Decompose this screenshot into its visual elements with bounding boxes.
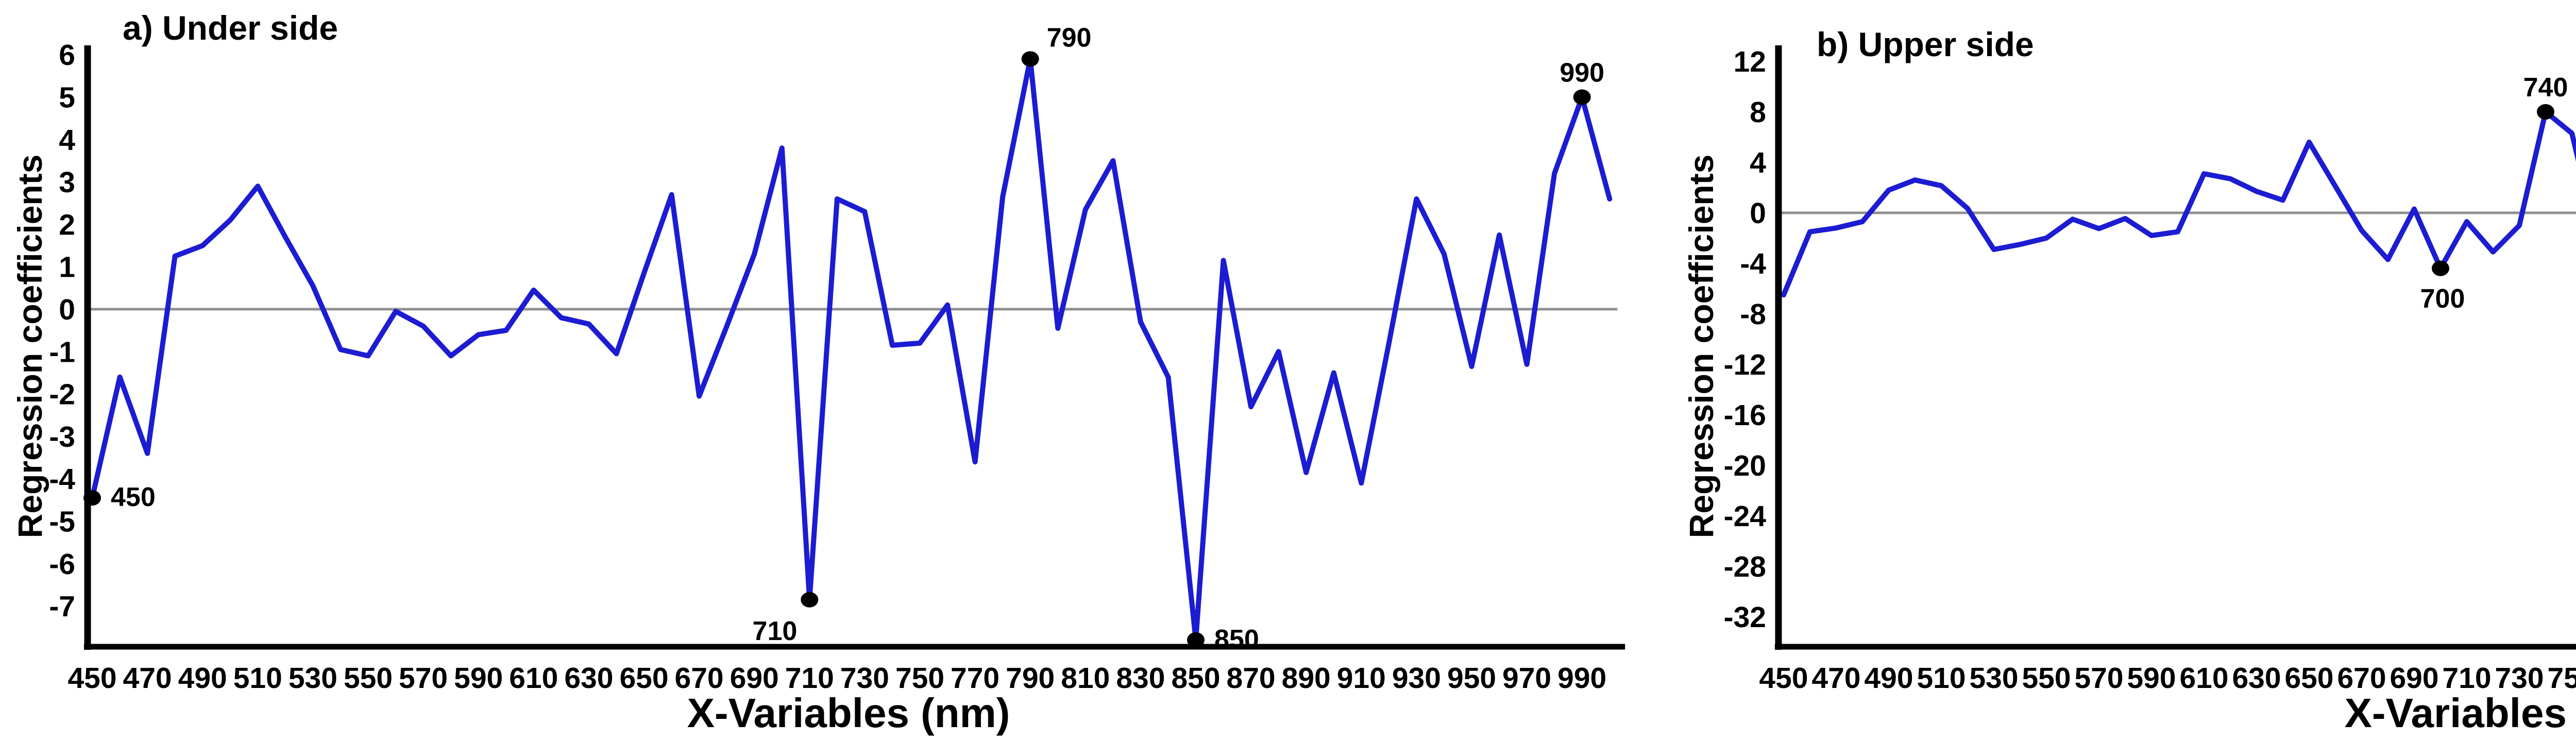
x-tick-label: 750: [895, 662, 944, 695]
x-tick-label: 510: [1917, 662, 1965, 695]
x-axis-label: X-Variables (nm): [687, 690, 1010, 736]
point-label: 850: [1214, 625, 1259, 654]
x-tick-label: 730: [2495, 662, 2544, 695]
y-tick-label: 2: [59, 208, 75, 241]
y-tick-label: -32: [1724, 601, 1766, 634]
x-tick-label: 550: [2022, 662, 2071, 695]
x-tick-label: 630: [2232, 662, 2281, 695]
x-tick-label: 590: [2127, 662, 2176, 695]
x-tick-label: 550: [344, 662, 393, 695]
x-tick-label: 490: [178, 662, 227, 695]
point-marker: [1021, 51, 1039, 67]
y-tick-label: -28: [1724, 550, 1766, 583]
x-tick-label: 870: [1227, 662, 1276, 695]
x-tick-label: 990: [1557, 662, 1606, 695]
x-tick-label: 890: [1282, 662, 1331, 695]
x-tick-label: 850: [1171, 662, 1220, 695]
y-tick-label: -7: [49, 590, 75, 623]
x-tick-label: 710: [785, 662, 834, 695]
data-line: [90, 56, 1613, 643]
x-tick-label: 950: [1447, 662, 1496, 695]
x-tick-label: 650: [2284, 662, 2333, 695]
x-tick-label: 670: [2337, 662, 2386, 695]
x-tick-label: 970: [1502, 662, 1551, 695]
x-tick-label: 810: [1061, 662, 1110, 695]
x-tick-label: 690: [730, 662, 779, 695]
x-tick-label: 750: [2547, 662, 2576, 695]
chart-upper-side: b) Upper side Regression coefficients 12…: [1635, 0, 2576, 740]
y-tick-label: -20: [1724, 449, 1766, 482]
point-marker: [1187, 632, 1205, 648]
x-tick-label: 830: [1116, 662, 1165, 695]
y-tick-label: 4: [1750, 146, 1766, 179]
y-tick-label: -5: [49, 506, 75, 539]
x-tick-label: 670: [675, 662, 724, 695]
x-tick-label: 450: [67, 662, 116, 695]
y-tick-label: -24: [1724, 500, 1767, 533]
x-tick-label: 470: [123, 662, 172, 695]
x-tick-label: 530: [289, 662, 337, 695]
x-tick-label: 710: [2442, 662, 2491, 695]
x-tick-label: 770: [951, 662, 999, 695]
y-tick-label: 3: [59, 166, 75, 199]
y-tick-label: -3: [49, 421, 75, 453]
y-tick-label: -6: [49, 548, 75, 581]
x-tick-label: 570: [399, 662, 448, 695]
x-tick-label: 650: [619, 662, 668, 695]
y-tick-label: 5: [59, 81, 75, 114]
chart-title: a) Under side: [123, 9, 338, 47]
x-tick-label: 930: [1392, 662, 1441, 695]
x-tick-label: 490: [1864, 662, 1913, 695]
x-tick-label: 790: [1006, 662, 1055, 695]
x-tick-label: 470: [1811, 662, 1860, 695]
x-tick-label: 610: [2179, 662, 2228, 695]
x-tick-label: 590: [454, 662, 503, 695]
y-tick-label: -2: [49, 378, 75, 411]
point-label: 700: [2420, 284, 2465, 314]
y-tick-label: 0: [1750, 197, 1766, 230]
point-marker: [2537, 104, 2554, 120]
point-marker: [2432, 260, 2449, 276]
point-label: 790: [1047, 23, 1092, 53]
x-axis-label: X-Variables (nm): [2344, 690, 2576, 736]
y-tick-label: 4: [59, 124, 75, 157]
point-label: 740: [2523, 73, 2568, 103]
y-tick-label: -4: [1740, 247, 1766, 280]
x-tick-label: 630: [564, 662, 613, 695]
y-tick-label: 8: [1750, 96, 1766, 129]
x-tick-label: 570: [2074, 662, 2123, 695]
point-label: 990: [1560, 58, 1604, 88]
point-label: 450: [111, 482, 156, 512]
data-line: [1781, 109, 2576, 298]
y-tick-label: -12: [1724, 348, 1766, 381]
y-tick-label: 0: [59, 293, 75, 326]
x-tick-label: 450: [1759, 662, 1808, 695]
y-tick-label: -8: [1740, 298, 1766, 331]
y-tick-label: -4: [49, 463, 75, 496]
point-marker: [1573, 89, 1591, 105]
x-tick-label: 730: [840, 662, 889, 695]
y-tick-label: -1: [49, 335, 75, 368]
point-marker: [83, 490, 101, 506]
y-tick-label: -16: [1724, 399, 1766, 432]
y-tick-label: 6: [59, 39, 75, 72]
point-marker: [801, 592, 819, 608]
x-tick-label: 510: [233, 662, 282, 695]
x-tick-label: 690: [2389, 662, 2438, 695]
chart-title: b) Upper side: [1817, 25, 2034, 63]
x-tick-label: 530: [1969, 662, 2018, 695]
x-tick-label: 610: [509, 662, 558, 695]
x-tick-label: 910: [1337, 662, 1386, 695]
point-label: 710: [753, 616, 798, 646]
y-tick-label: 1: [59, 251, 75, 284]
y-tick-label: 12: [1734, 45, 1766, 78]
